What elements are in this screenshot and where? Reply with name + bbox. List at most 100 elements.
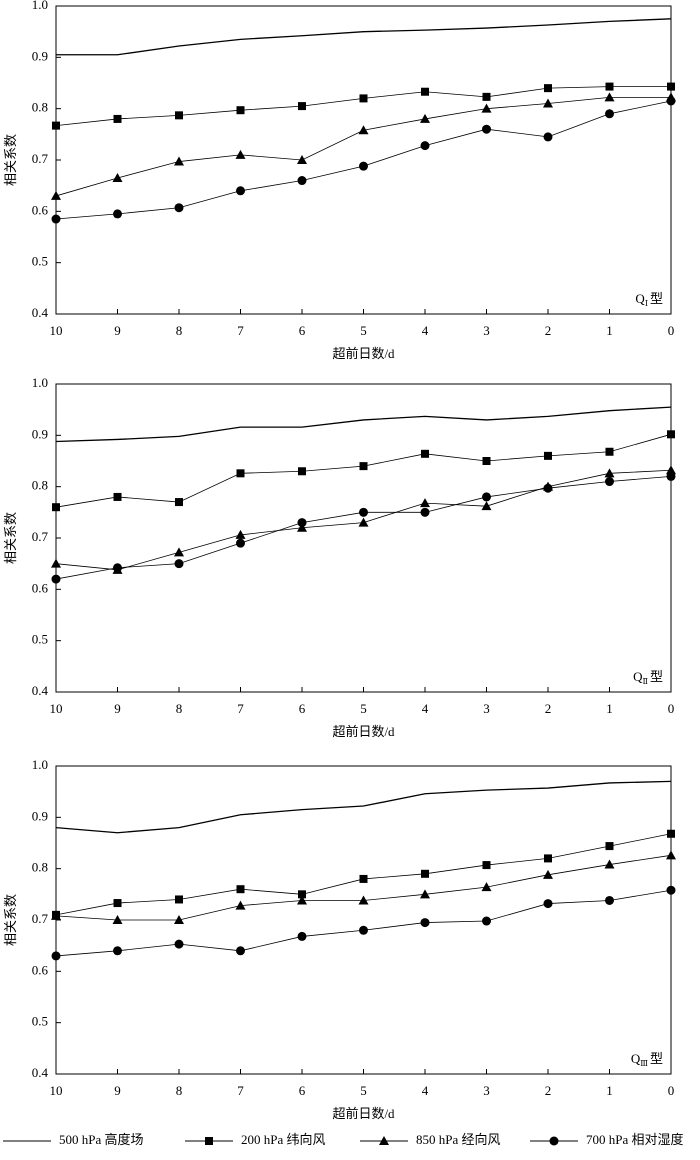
marker-triangle <box>51 910 61 920</box>
x-tick-label: 7 <box>237 701 244 716</box>
legend-label: 850 hPa 经向风 <box>416 1132 501 1147</box>
x-tick-label: 2 <box>545 701 552 716</box>
y-tick-label: 0.8 <box>32 100 48 115</box>
x-tick-label: 6 <box>299 323 306 338</box>
series-line <box>55 406 672 443</box>
marker-circle <box>666 471 676 481</box>
marker-square <box>236 106 245 115</box>
marker-triangle <box>112 915 123 924</box>
marker-square <box>667 82 675 91</box>
marker-square <box>113 899 122 908</box>
series-line <box>55 96 671 197</box>
marker-square <box>605 82 614 91</box>
marker-triangle <box>235 149 246 159</box>
marker-triangle <box>666 850 676 860</box>
marker-square <box>605 842 614 851</box>
series-line <box>56 18 672 56</box>
marker-circle <box>482 916 491 926</box>
marker-square <box>667 829 675 838</box>
y-tick-label: 1.0 <box>32 757 48 772</box>
marker-circle <box>543 483 553 493</box>
marker-circle <box>174 203 184 213</box>
panel-label-suffix: 型 <box>650 669 663 684</box>
x-tick-label: 5 <box>360 1083 367 1098</box>
marker-triangle <box>358 517 369 527</box>
marker-circle <box>420 507 430 517</box>
marker-triangle <box>174 156 184 166</box>
series-line <box>55 433 672 508</box>
x-tick-label: 9 <box>114 323 121 338</box>
y-tick-label: 0.4 <box>32 683 49 698</box>
marker-square <box>175 498 183 507</box>
marker-triangle <box>379 1136 389 1145</box>
marker-square <box>421 869 429 878</box>
marker-square <box>113 114 122 123</box>
x-tick-label: 3 <box>483 701 490 716</box>
y-tick-label: 0.5 <box>32 1014 48 1029</box>
marker-circle <box>666 96 676 106</box>
marker-circle <box>605 895 614 905</box>
legend-label: 500 hPa 高度场 <box>59 1132 144 1147</box>
marker-triangle <box>358 125 369 135</box>
x-tick-label: 1 <box>606 701 613 716</box>
marker-circle <box>605 477 614 487</box>
x-tick-label: 4 <box>422 701 429 716</box>
marker-circle <box>359 507 368 517</box>
x-tick-label: 7 <box>237 1083 244 1098</box>
marker-circle <box>236 186 245 196</box>
marker-triangle <box>543 98 553 108</box>
marker-triangle <box>481 882 492 892</box>
x-tick-label: 0 <box>668 1083 675 1098</box>
marker-triangle <box>174 547 184 557</box>
marker-circle <box>543 899 553 909</box>
marker-square <box>236 469 245 478</box>
marker-triangle <box>235 900 246 910</box>
y-tick-label: 1.0 <box>32 375 48 390</box>
y-tick-label: 0.6 <box>32 962 49 977</box>
marker-circle <box>359 161 368 171</box>
marker-circle <box>359 925 368 935</box>
x-tick-label: 5 <box>360 701 367 716</box>
plot-frame <box>55 5 672 315</box>
marker-square <box>236 885 245 894</box>
marker-circle <box>420 918 430 928</box>
panel-label: QⅢ 型 <box>631 1051 663 1068</box>
marker-circle <box>236 538 245 548</box>
marker-triangle <box>51 558 61 568</box>
plot-frame <box>55 383 672 693</box>
marker-circle <box>51 574 61 584</box>
x-tick-label: 8 <box>176 323 183 338</box>
marker-circle <box>51 214 61 224</box>
y-tick-label: 0.7 <box>32 529 49 544</box>
marker-circle <box>420 141 430 151</box>
marker-circle <box>113 563 122 573</box>
x-tick-label: 9 <box>114 701 121 716</box>
y-tick-label: 0.5 <box>32 632 48 647</box>
x-tick-label: 0 <box>668 701 675 716</box>
marker-triangle <box>604 92 615 102</box>
panel-label-suffix: 型 <box>650 1051 663 1066</box>
marker-square <box>544 854 552 863</box>
y-tick-label: 0.4 <box>32 305 49 320</box>
x-tick-label: 1 <box>606 1083 613 1098</box>
marker-square <box>421 449 429 458</box>
panel-label-subscript: Ⅲ <box>640 1059 648 1068</box>
x-tick-label: 8 <box>176 701 183 716</box>
x-tick-label: 4 <box>422 323 429 338</box>
x-tick-label: 7 <box>237 323 244 338</box>
legend-label: 700 hPa 相对湿度 <box>586 1132 684 1147</box>
x-tick-label: 10 <box>50 701 63 716</box>
legend-label: 200 hPa 纬向风 <box>241 1132 326 1147</box>
marker-square <box>298 890 306 899</box>
marker-circle <box>236 946 245 956</box>
marker-triangle <box>297 522 307 532</box>
x-tick-label: 0 <box>668 323 675 338</box>
y-tick-label: 0.5 <box>32 254 48 269</box>
marker-circle <box>113 209 122 219</box>
marker-triangle <box>481 103 492 113</box>
series-line <box>55 100 672 220</box>
marker-triangle <box>235 529 246 539</box>
marker-square <box>52 503 60 512</box>
marker-triangle <box>604 468 615 478</box>
